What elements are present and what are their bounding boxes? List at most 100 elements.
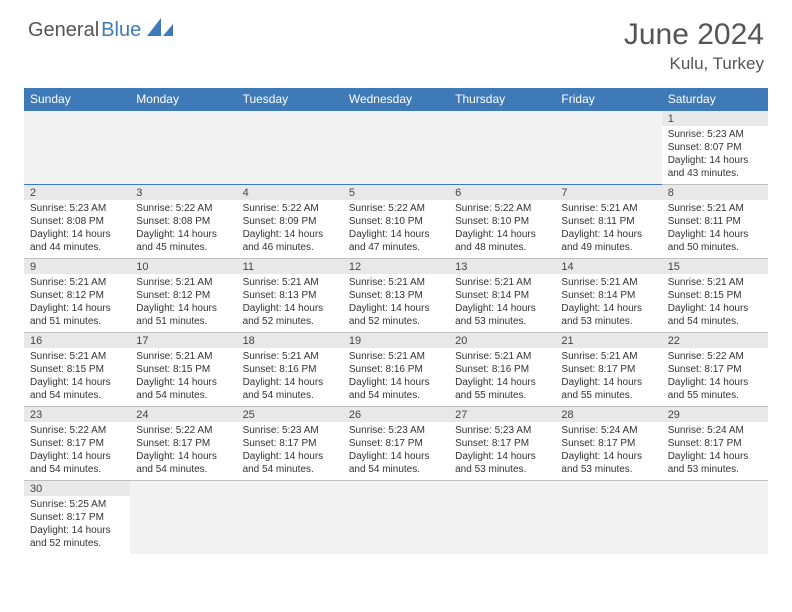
- sunrise-line: Sunrise: 5:21 AM: [30, 350, 124, 363]
- sunset-line: Sunset: 8:14 PM: [455, 289, 549, 302]
- empty-cell: [130, 496, 236, 554]
- sunrise-line: Sunrise: 5:23 AM: [30, 202, 124, 215]
- empty-cell: [662, 496, 768, 554]
- daylight-line: Daylight: 14 hours and 43 minutes.: [668, 154, 762, 180]
- day-number: 8: [662, 185, 768, 201]
- daylight-line: Daylight: 14 hours and 52 minutes.: [30, 524, 124, 550]
- sunrise-line: Sunrise: 5:22 AM: [30, 424, 124, 437]
- day-content: Sunrise: 5:23 AMSunset: 8:07 PMDaylight:…: [662, 126, 768, 185]
- daylight-line: Daylight: 14 hours and 54 minutes.: [243, 450, 337, 476]
- day-content: Sunrise: 5:22 AMSunset: 8:17 PMDaylight:…: [662, 348, 768, 407]
- daylight-line: Daylight: 14 hours and 54 minutes.: [30, 376, 124, 402]
- day-number: 26: [343, 407, 449, 423]
- daylight-line: Daylight: 14 hours and 54 minutes.: [136, 450, 230, 476]
- day-number: 25: [237, 407, 343, 423]
- logo-text-blue: Blue: [101, 19, 141, 42]
- sunset-line: Sunset: 8:17 PM: [30, 437, 124, 450]
- day-content: Sunrise: 5:22 AMSunset: 8:10 PMDaylight:…: [449, 200, 555, 259]
- title-block: June 2024 Kulu, Turkey: [624, 18, 764, 74]
- sunset-line: Sunset: 8:10 PM: [349, 215, 443, 228]
- sunset-line: Sunset: 8:17 PM: [30, 511, 124, 524]
- sunrise-line: Sunrise: 5:23 AM: [455, 424, 549, 437]
- day-content: Sunrise: 5:21 AMSunset: 8:16 PMDaylight:…: [237, 348, 343, 407]
- day-number: 9: [24, 259, 130, 275]
- daylight-line: Daylight: 14 hours and 53 minutes.: [561, 450, 655, 476]
- week-daynum-row: 23242526272829: [24, 407, 768, 423]
- empty-cell: [24, 111, 130, 127]
- daylight-line: Daylight: 14 hours and 53 minutes.: [455, 450, 549, 476]
- day-number: 16: [24, 333, 130, 349]
- daylight-line: Daylight: 14 hours and 55 minutes.: [668, 376, 762, 402]
- weekday-header: Friday: [555, 88, 661, 111]
- empty-cell: [237, 126, 343, 185]
- sunset-line: Sunset: 8:15 PM: [136, 363, 230, 376]
- sunset-line: Sunset: 8:12 PM: [30, 289, 124, 302]
- daylight-line: Daylight: 14 hours and 52 minutes.: [349, 302, 443, 328]
- day-content: Sunrise: 5:24 AMSunset: 8:17 PMDaylight:…: [662, 422, 768, 481]
- daylight-line: Daylight: 14 hours and 54 minutes.: [349, 450, 443, 476]
- sunset-line: Sunset: 8:07 PM: [668, 141, 762, 154]
- day-number: 5: [343, 185, 449, 201]
- sunset-line: Sunset: 8:08 PM: [30, 215, 124, 228]
- week-content-row: Sunrise: 5:22 AMSunset: 8:17 PM Daylight:…: [24, 422, 768, 481]
- sunset-line: Sunset: 8:11 PM: [668, 215, 762, 228]
- empty-cell: [449, 126, 555, 185]
- day-number: 2: [24, 185, 130, 201]
- week-content-row: Sunrise: 5:25 AMSunset: 8:17 PMDaylight:…: [24, 496, 768, 554]
- week-daynum-row: 9101112131415: [24, 259, 768, 275]
- sunrise-line: Sunrise: 5:22 AM: [668, 350, 762, 363]
- sunrise-line: Sunrise: 5:21 AM: [455, 350, 549, 363]
- sunrise-line: Sunrise: 5:22 AM: [349, 202, 443, 215]
- day-number: 29: [662, 407, 768, 423]
- day-content: Sunrise: 5:21 AMSunset: 8:17 PMDaylight:…: [555, 348, 661, 407]
- sunrise-line: Sunrise: 5:21 AM: [349, 350, 443, 363]
- header: GeneralBlue June 2024 Kulu, Turkey: [0, 0, 792, 82]
- daylight-line: Daylight: 14 hours and 54 minutes.: [349, 376, 443, 402]
- sunrise-line: Sunrise: 5:21 AM: [561, 350, 655, 363]
- sunrise-line: Sunrise: 5:24 AM: [561, 424, 655, 437]
- day-number: 10: [130, 259, 236, 275]
- daylight-line: Daylight: 14 hours and 50 minutes.: [668, 228, 762, 254]
- daylight-line: Daylight: 14 hours and 52 minutes.: [243, 302, 337, 328]
- empty-cell: [237, 481, 343, 497]
- day-number: 13: [449, 259, 555, 275]
- sunset-line: Sunset: 8:16 PM: [349, 363, 443, 376]
- week-content-row: Sunrise: 5:21 AMSunset: 8:12 PMDaylight:…: [24, 274, 768, 333]
- day-content: Sunrise: 5:21 AMSunset: 8:14 PMDaylight:…: [555, 274, 661, 333]
- day-number: 3: [130, 185, 236, 201]
- sunrise-line: Sunrise: 5:22 AM: [243, 202, 337, 215]
- month-title: June 2024: [624, 18, 764, 52]
- sunrise-line: Sunrise: 5:23 AM: [349, 424, 443, 437]
- empty-cell: [555, 481, 661, 497]
- sunrise-line: Sunrise: 5:21 AM: [136, 276, 230, 289]
- day-number: 24: [130, 407, 236, 423]
- daylight-line: Daylight: 14 hours and 54 minutes.: [668, 302, 762, 328]
- daylight-line: Daylight: 14 hours and 55 minutes.: [455, 376, 549, 402]
- empty-cell: [343, 496, 449, 554]
- day-content: Sunrise: 5:21 AMSunset: 8:12 PMDaylight:…: [130, 274, 236, 333]
- day-content: Sunrise: 5:24 AMSunset: 8:17 PMDaylight:…: [555, 422, 661, 481]
- day-number: 17: [130, 333, 236, 349]
- day-content: Sunrise: 5:22 AMSunset: 8:10 PMDaylight:…: [343, 200, 449, 259]
- week-content-row: Sunrise: 5:21 AMSunset: 8:15 PMDaylight:…: [24, 348, 768, 407]
- day-number: 21: [555, 333, 661, 349]
- week-daynum-row: 2345678: [24, 185, 768, 201]
- daylight-line: Daylight: 14 hours and 51 minutes.: [30, 302, 124, 328]
- empty-cell: [130, 481, 236, 497]
- week-content-row: Sunrise: 5:23 AMSunset: 8:08 PMDaylight:…: [24, 200, 768, 259]
- weekday-header: Thursday: [449, 88, 555, 111]
- daylight-line: Daylight: 14 hours and 54 minutes.: [136, 376, 230, 402]
- daylight-line: Daylight: 14 hours and 53 minutes.: [668, 450, 762, 476]
- day-content: Sunrise: 5:21 AMSunset: 8:16 PMDaylight:…: [449, 348, 555, 407]
- day-content: Sunrise: 5:23 AMSunset: 8:17 PMDaylight:…: [449, 422, 555, 481]
- sail-icon: [147, 18, 173, 43]
- day-number: 18: [237, 333, 343, 349]
- day-number: 20: [449, 333, 555, 349]
- sunrise-line: Sunrise: 5:21 AM: [561, 202, 655, 215]
- sunset-line: Sunset: 8:13 PM: [349, 289, 443, 302]
- daylight-line: Daylight: 14 hours and 44 minutes.: [30, 228, 124, 254]
- sunrise-line: Sunrise: 5:23 AM: [668, 128, 762, 141]
- day-number: 12: [343, 259, 449, 275]
- sunrise-line: Sunrise: 5:21 AM: [455, 276, 549, 289]
- week-daynum-row: 16171819202122: [24, 333, 768, 349]
